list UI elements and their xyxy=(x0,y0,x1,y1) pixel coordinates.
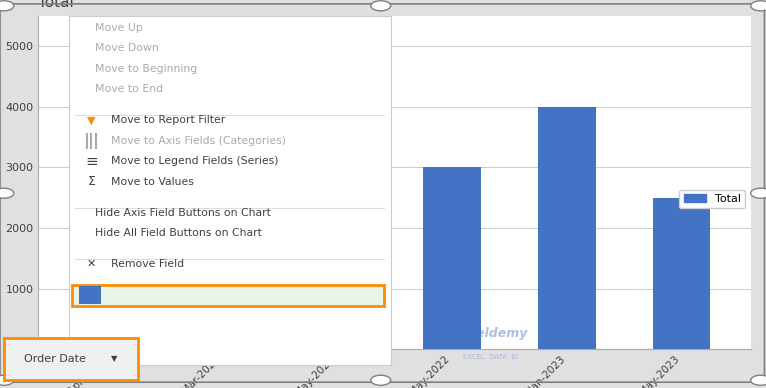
Bar xyxy=(538,107,596,349)
Text: exceldemy: exceldemy xyxy=(453,327,528,340)
Text: Hide All Field Buttons on Chart: Hide All Field Buttons on Chart xyxy=(95,228,261,238)
Bar xyxy=(79,289,136,349)
Text: Move to Report Filter: Move to Report Filter xyxy=(111,115,225,125)
Bar xyxy=(194,258,251,349)
Text: Move to Legend Fields (Series): Move to Legend Fields (Series) xyxy=(111,156,278,166)
Text: Move Down: Move Down xyxy=(95,43,159,54)
FancyBboxPatch shape xyxy=(72,285,385,306)
Text: Field Settings...: Field Settings... xyxy=(111,290,195,300)
Text: EXCEL  DATA  BI: EXCEL DATA BI xyxy=(463,354,518,360)
Text: Move to End: Move to End xyxy=(95,85,163,94)
Text: Remove Field: Remove Field xyxy=(111,259,184,269)
Text: Order Date: Order Date xyxy=(24,354,86,364)
Text: Move to Beginning: Move to Beginning xyxy=(95,64,197,74)
FancyBboxPatch shape xyxy=(79,286,101,303)
Bar xyxy=(424,167,481,349)
Text: Move to Axis Fields (Categories): Move to Axis Fields (Categories) xyxy=(111,136,286,146)
Text: ≡: ≡ xyxy=(85,154,98,169)
Legend: Total: Total xyxy=(679,190,745,208)
Text: Σ: Σ xyxy=(87,175,96,189)
Text: Move to Values: Move to Values xyxy=(111,177,194,187)
Text: Total: Total xyxy=(38,0,74,10)
Text: ▼: ▼ xyxy=(110,354,117,364)
Text: ▼: ▼ xyxy=(87,115,96,125)
Text: ✕: ✕ xyxy=(87,259,97,269)
Text: i: i xyxy=(90,290,93,300)
Text: Hide Axis Field Buttons on Chart: Hide Axis Field Buttons on Chart xyxy=(95,208,270,218)
Text: Move Up: Move Up xyxy=(95,23,142,33)
Bar xyxy=(653,197,711,349)
Bar xyxy=(309,258,366,349)
